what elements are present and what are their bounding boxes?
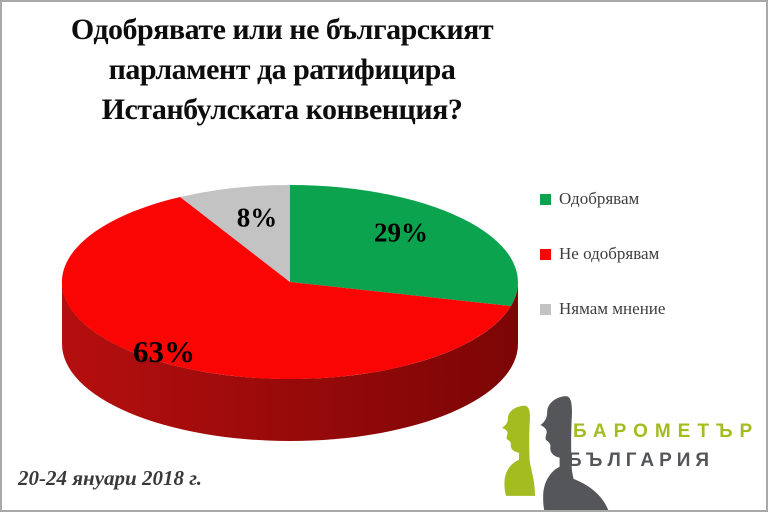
logo-text-barometer: БАРОМЕТЪР bbox=[573, 421, 760, 442]
legend-label-disapprove: Не одобрявам bbox=[559, 244, 660, 263]
chart-title-line-3: Истанбулската конвенция? bbox=[101, 93, 463, 126]
logo-text-bulgaria: БЪЛГАРИЯ bbox=[568, 450, 715, 471]
pie-datalabel-approve: 29% bbox=[374, 217, 428, 248]
survey-period: 20-24 януари 2018 г. bbox=[18, 466, 202, 490]
legend-label-no-opinion: Нямам мнение bbox=[559, 299, 666, 318]
chart-legend: Одобрявам Не одобрявам Нямам мнение bbox=[540, 188, 665, 353]
legend-swatch-no-opinion bbox=[540, 303, 551, 315]
logo-shoulder-gray-icon bbox=[558, 474, 609, 510]
pie-datalabel-no-opinion: 8% bbox=[236, 202, 278, 233]
legend-item-disapprove: Не одобрявам bbox=[540, 243, 665, 265]
pie-slice-approve bbox=[290, 185, 518, 307]
pie-datalabel-disapprove: 63% bbox=[133, 334, 195, 369]
legend-swatch-approve bbox=[540, 193, 551, 205]
logo-faces-icon bbox=[502, 396, 609, 510]
pie-slice-disapprove bbox=[61, 197, 511, 380]
chart-title-line-1: Одобрявате или не българският bbox=[70, 13, 494, 46]
legend-swatch-disapprove bbox=[540, 248, 551, 260]
legend-label-approve: Одобрявам bbox=[559, 189, 640, 208]
logo-face-lime-icon bbox=[502, 405, 535, 496]
chart-title: Одобрявате или не българският парламент … bbox=[2, 10, 562, 130]
legend-item-approve: Одобрявам bbox=[540, 188, 665, 210]
chart-title-line-2: парламент да ратифицира bbox=[108, 53, 456, 86]
pie-slice-no-opinion bbox=[180, 185, 290, 282]
barometer-bulgaria-logo: БАРОМЕТЪР БЪЛГАРИЯ bbox=[497, 394, 766, 510]
pie-side bbox=[62, 282, 518, 441]
legend-item-no-opinion: Нямам мнение bbox=[540, 298, 665, 320]
